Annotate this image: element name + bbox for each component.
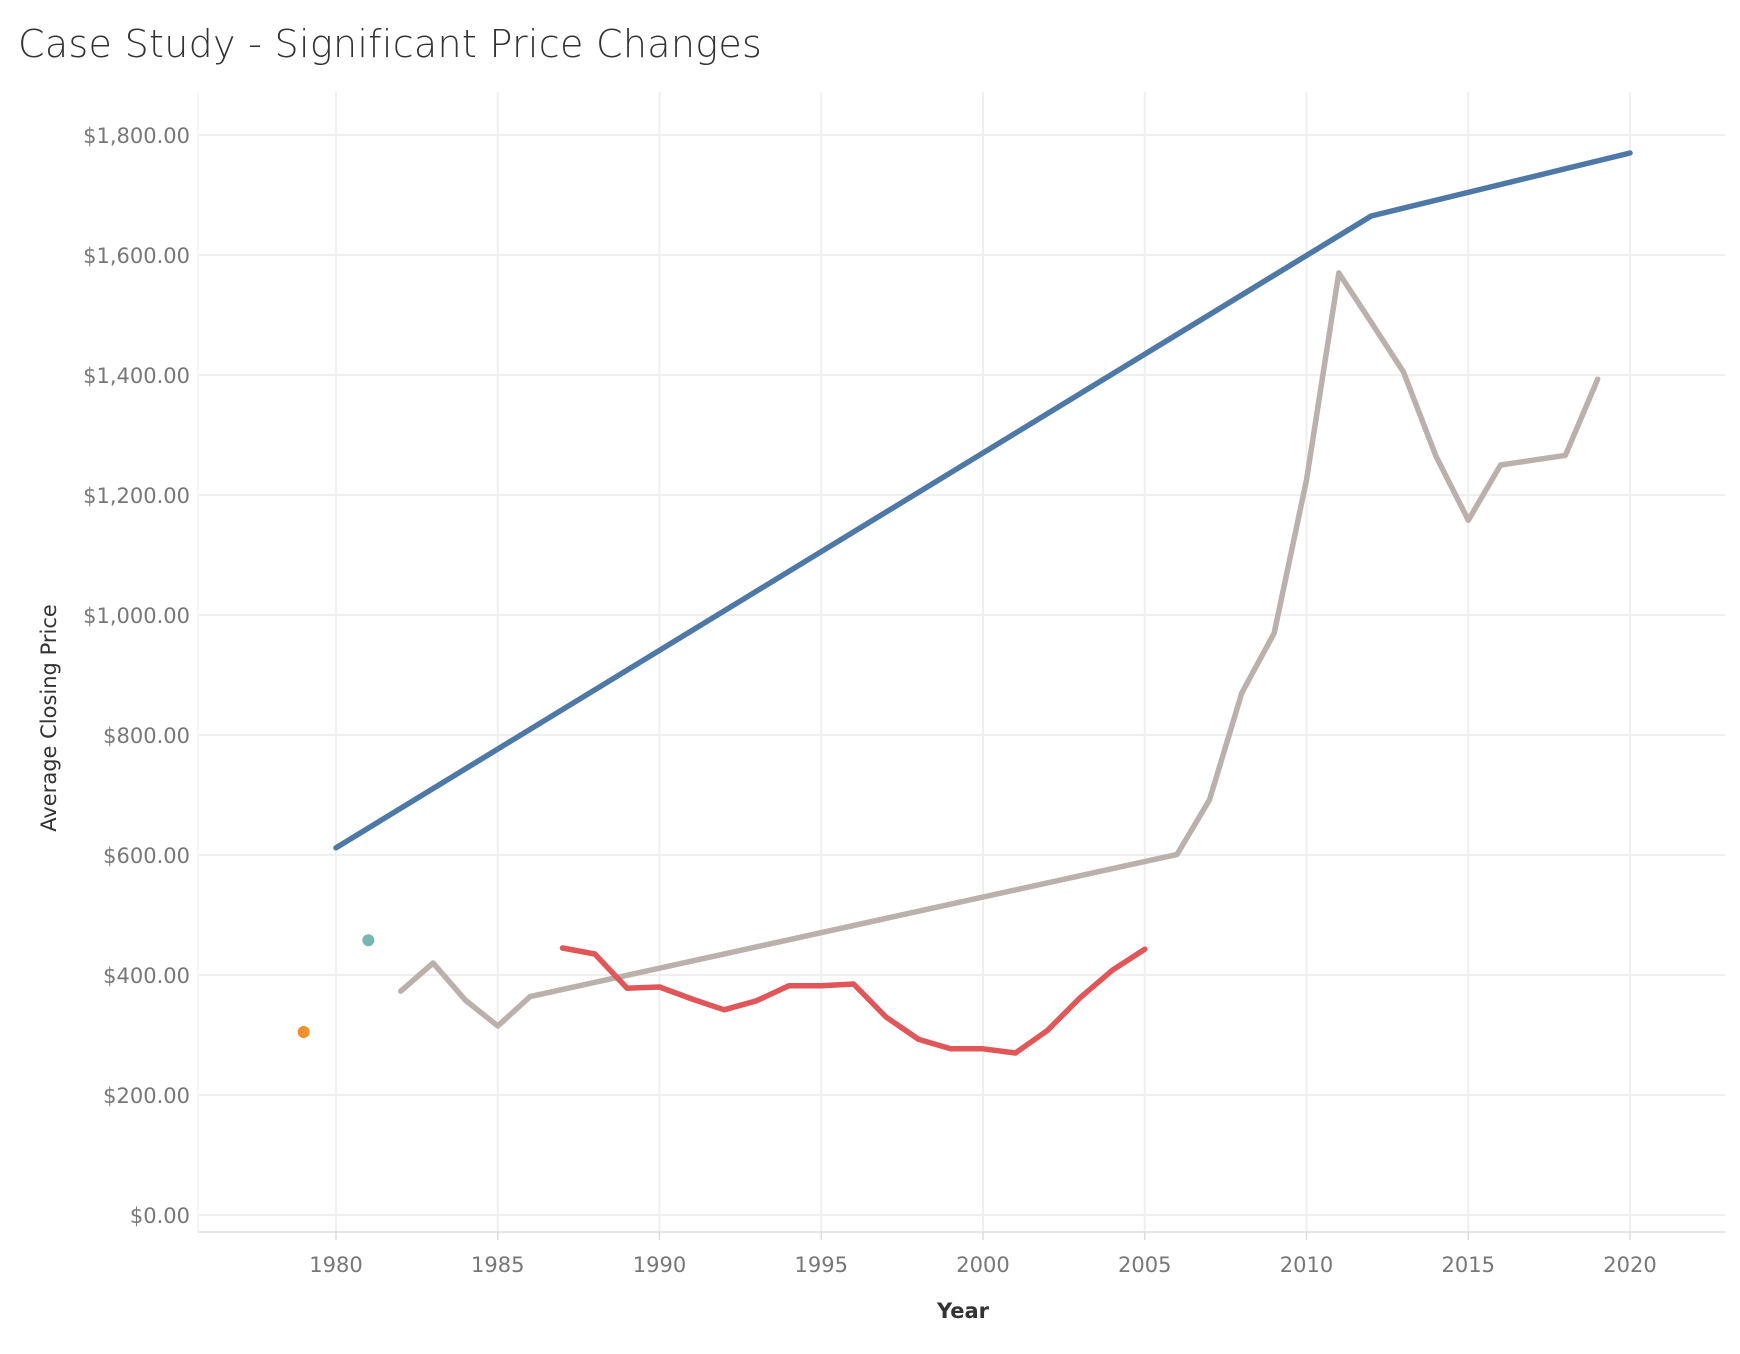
x-axis-title: Year	[936, 1299, 990, 1323]
y-tick-label: $600.00	[103, 844, 190, 868]
x-tick-label: 1985	[471, 1253, 524, 1277]
y-tick-label: $1,400.00	[83, 364, 190, 388]
y-tick-label: $800.00	[103, 724, 190, 748]
x-tick-label: 1980	[309, 1253, 362, 1277]
x-tick-label: 2010	[1280, 1253, 1333, 1277]
y-tick-label: $1,600.00	[83, 244, 190, 268]
series-point	[362, 934, 375, 947]
y-tick-label: $1,200.00	[83, 484, 190, 508]
chart-title: Case Study - Significant Price Changes	[18, 22, 763, 66]
tick-labels: 1980 1985 1990 1995 2000 2005 2010 2015 2020 $0.0…	[83, 124, 1657, 1277]
y-tick-label: $200.00	[103, 1084, 190, 1108]
x-tick-label: 2015	[1442, 1253, 1495, 1277]
series-point	[297, 1026, 310, 1038]
x-tick-label: 2020	[1603, 1253, 1656, 1277]
x-tick-label: 1990	[633, 1253, 686, 1277]
y-axis-title: Average Closing Price	[37, 604, 61, 832]
y-tick-label: $0.00	[130, 1204, 190, 1228]
y-tick-label: $1,000.00	[83, 604, 190, 628]
series-line	[559, 945, 1148, 1056]
x-tick-label: 1995	[795, 1253, 848, 1277]
series-lines	[297, 150, 1633, 1056]
x-tick-label: 2005	[1118, 1253, 1171, 1277]
gridlines	[198, 92, 1725, 1232]
x-tick-label: 2000	[956, 1253, 1009, 1277]
series-line	[397, 270, 1601, 1029]
y-tick-label: $400.00	[103, 964, 190, 988]
y-tick-label: $1,800.00	[83, 124, 190, 148]
axes	[197, 92, 1725, 1240]
series-line	[333, 150, 1633, 851]
